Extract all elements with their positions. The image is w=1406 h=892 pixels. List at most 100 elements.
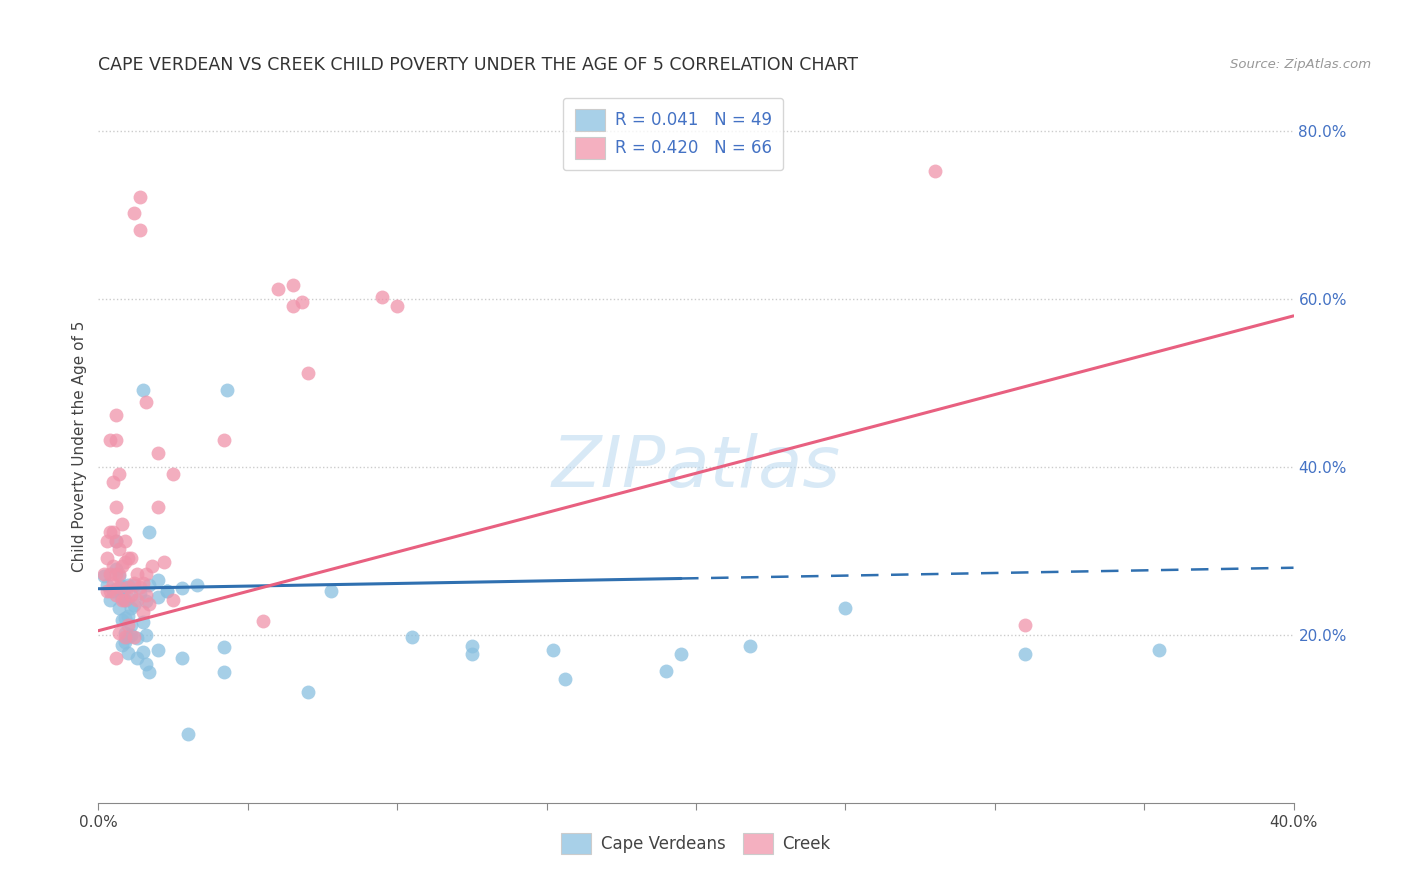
Point [96, 533, 118, 548]
Point [371, 290, 394, 304]
Point [103, 475, 125, 489]
Point [138, 665, 160, 679]
Point [172, 651, 194, 665]
Point [120, 628, 142, 642]
Point [127, 651, 149, 665]
Point [127, 592, 149, 607]
Point [93, 569, 115, 583]
Point [120, 550, 142, 565]
Point [98, 567, 122, 582]
Point [138, 525, 160, 540]
Point [111, 613, 134, 627]
Point [114, 592, 136, 607]
Point [138, 577, 160, 591]
Point [156, 584, 179, 599]
Point [98, 584, 122, 599]
Point [834, 601, 856, 615]
Point [281, 277, 304, 292]
Point [281, 299, 304, 313]
Point [105, 567, 128, 582]
Point [135, 567, 157, 582]
Point [103, 525, 125, 540]
Point [669, 647, 692, 661]
Point [186, 577, 208, 591]
Text: Source: ZipAtlas.com: Source: ZipAtlas.com [1230, 58, 1371, 71]
Point [114, 626, 136, 640]
Point [215, 383, 238, 397]
Point [135, 657, 157, 672]
Point [156, 584, 179, 599]
Point [117, 580, 139, 594]
Point [114, 592, 136, 607]
Point [96, 550, 118, 565]
Point [117, 617, 139, 632]
Point [96, 577, 118, 591]
Point [461, 639, 484, 653]
Point [132, 645, 155, 659]
Point [108, 567, 131, 582]
Point [212, 433, 235, 447]
Point [111, 592, 134, 607]
Point [127, 567, 149, 582]
Point [252, 614, 274, 628]
Point [321, 584, 343, 599]
Point [401, 631, 423, 645]
Point [129, 189, 152, 203]
Point [120, 601, 142, 615]
Point [132, 575, 155, 590]
Point [148, 590, 170, 604]
Point [108, 601, 131, 615]
Point [105, 533, 128, 548]
Point [172, 581, 194, 595]
Point [129, 223, 152, 237]
Point [127, 632, 149, 646]
Point [114, 611, 136, 625]
Point [738, 639, 761, 653]
Point [117, 591, 139, 605]
Point [114, 533, 136, 548]
Point [924, 164, 946, 178]
Point [655, 664, 678, 678]
Point [385, 299, 409, 313]
Point [554, 673, 576, 687]
Point [120, 617, 142, 632]
Point [129, 580, 152, 594]
Point [117, 609, 139, 624]
Legend: Cape Verdeans, Creek: Cape Verdeans, Creek [550, 821, 842, 866]
Point [148, 500, 170, 515]
Point [103, 575, 125, 590]
Point [111, 638, 134, 652]
Point [114, 634, 136, 648]
Point [141, 559, 163, 574]
Point [297, 685, 319, 699]
Point [124, 577, 146, 591]
Point [120, 589, 142, 603]
Point [108, 569, 131, 583]
Point [98, 592, 122, 607]
Point [105, 533, 128, 548]
Text: CAPE VERDEAN VS CREEK CHILD POVERTY UNDER THE AGE OF 5 CORRELATION CHART: CAPE VERDEAN VS CREEK CHILD POVERTY UNDE… [98, 56, 859, 74]
Point [108, 626, 131, 640]
Point [1014, 617, 1036, 632]
Point [124, 631, 146, 645]
Point [105, 500, 128, 515]
Point [267, 282, 290, 296]
Point [124, 206, 146, 220]
Point [105, 433, 128, 447]
Point [148, 643, 170, 657]
Point [108, 542, 131, 557]
Point [93, 567, 115, 582]
Text: ZIPatlas: ZIPatlas [551, 433, 841, 502]
Point [132, 383, 155, 397]
Point [132, 615, 155, 630]
Point [132, 605, 155, 619]
Point [103, 584, 125, 599]
Point [461, 647, 484, 661]
Point [162, 592, 184, 607]
Point [138, 597, 160, 611]
Point [103, 559, 125, 574]
Point [117, 577, 139, 591]
Point [105, 651, 128, 665]
Point [148, 574, 170, 588]
Point [153, 555, 176, 569]
